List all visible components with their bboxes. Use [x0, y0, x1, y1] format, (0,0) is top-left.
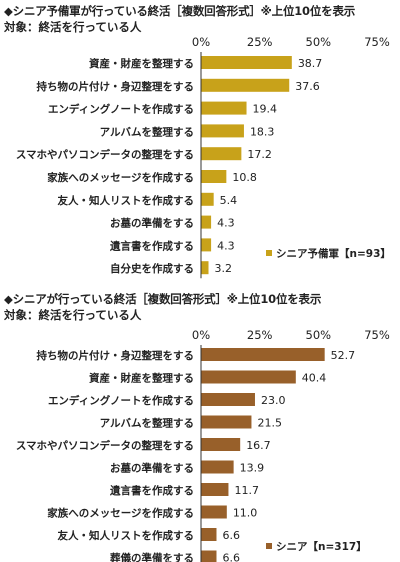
bar — [201, 170, 227, 183]
value-label: 38.7 — [298, 57, 323, 70]
chart-subtitle: 対象：終活を行っている人 — [4, 308, 142, 322]
value-label: 3.2 — [215, 262, 233, 275]
legend-label: シニア【n=317】 — [276, 540, 367, 553]
bar — [201, 460, 234, 474]
category-label: アルバムを整理する — [100, 417, 194, 430]
chart-title: ◆シニアが行っている終活［複数回答形式］※上位10位を表示 — [4, 292, 322, 306]
legend: シニア【n=317】 — [266, 540, 367, 553]
chart-title: ◆シニア予備軍が行っている終活［複数回答形式］※上位10位を表示 — [4, 4, 356, 18]
bar — [201, 56, 292, 69]
bar — [201, 348, 325, 361]
legend-swatch — [266, 543, 272, 549]
x-tick-label: 50% — [306, 35, 332, 49]
value-label: 13.9 — [240, 462, 264, 475]
category-label: 葬儀の準備をする — [109, 552, 194, 562]
category-label: お墓の準備をする — [110, 217, 194, 230]
category-label: 自分史を作成する — [110, 262, 194, 275]
category-label: 持ち物の片付け・身辺整理をする — [37, 349, 195, 362]
value-label: 6.6 — [222, 552, 240, 562]
value-label: 11.7 — [234, 484, 259, 497]
bar — [201, 370, 296, 384]
category-label: エンディングノートを作成する — [48, 394, 194, 407]
chart-panel-senior-reserve: ◆シニア予備軍が行っている終活［複数回答形式］※上位10位を表示 対象：終活を行… — [4, 4, 391, 279]
category-label: 友人・知人リストを作成する — [57, 529, 195, 542]
bar — [201, 438, 241, 451]
bar — [201, 147, 242, 161]
bar — [201, 261, 209, 275]
value-label: 6.6 — [222, 529, 240, 542]
x-tick-label: 0% — [192, 328, 210, 342]
category-label: エンディングノートを作成する — [48, 103, 194, 116]
x-tick-label: 50% — [306, 328, 332, 342]
bar — [201, 393, 255, 406]
category-label: 持ち物の片付け・身辺整理をする — [37, 80, 195, 93]
bar-chart-senior-reserve: 0% 25% 50% 75% 資産・財産を整理する 38.7 持ち物の片付け・身辺整理をする… — [16, 35, 391, 279]
value-label: 21.5 — [257, 417, 282, 430]
bar — [201, 78, 290, 92]
category-label: 遺言書を作成する — [109, 484, 194, 497]
value-label: 11.0 — [233, 507, 258, 520]
category-label: 家族へのメッセージを作成する — [47, 507, 194, 520]
category-label: 遺言書を作成する — [109, 239, 194, 252]
category-label: 資産・財産を整理する — [89, 372, 194, 385]
x-tick-label: 25% — [247, 328, 273, 342]
value-label: 18.3 — [250, 125, 275, 138]
legend: シニア予備軍【n=93】 — [266, 247, 391, 260]
value-label: 4.3 — [217, 217, 235, 230]
value-label: 19.4 — [253, 103, 278, 116]
value-label: 17.2 — [247, 148, 272, 161]
category-label: 資産・財産を整理する — [89, 57, 194, 70]
legend-label: シニア予備軍【n=93】 — [276, 247, 391, 260]
value-label: 10.8 — [232, 171, 257, 184]
bar-chart-senior: 0% 25% 50% 75% 持ち物の片付け・身辺整理をする 52.7 資産・財産を整理する… — [16, 328, 390, 562]
bar — [201, 101, 247, 115]
value-label: 52.7 — [331, 349, 356, 362]
category-label: スマホやパソコンデータの整理をする — [16, 148, 194, 161]
value-label: 4.3 — [217, 239, 235, 252]
value-label: 5.4 — [220, 194, 238, 207]
value-label: 16.7 — [246, 439, 271, 452]
legend-swatch — [266, 250, 272, 256]
x-tick-label: 75% — [364, 35, 390, 49]
bar — [201, 124, 244, 138]
category-label: 家族へのメッセージを作成する — [47, 171, 194, 184]
value-label: 37.6 — [295, 80, 320, 93]
value-label: 23.0 — [261, 394, 286, 407]
bar — [201, 528, 217, 541]
bar — [201, 238, 212, 252]
x-tick-label: 25% — [247, 35, 273, 49]
category-label: アルバムを整理する — [100, 125, 194, 138]
bar — [201, 192, 214, 206]
x-tick-label: 75% — [364, 328, 390, 342]
x-tick-label: 0% — [192, 35, 210, 49]
category-label: スマホやパソコンデータの整理をする — [16, 439, 194, 452]
chart-panel-senior: ◆シニアが行っている終活［複数回答形式］※上位10位を表示 対象：終活を行ってい… — [0, 288, 400, 562]
bar — [201, 215, 212, 229]
bar — [201, 505, 227, 519]
bar — [201, 550, 217, 562]
chart-subtitle: 対象：終活を行っている人 — [4, 20, 142, 34]
category-label: お墓の準備をする — [110, 462, 194, 475]
value-label: 40.4 — [302, 372, 327, 385]
bar — [201, 415, 252, 429]
bar — [201, 483, 229, 496]
category-label: 友人・知人リストを作成する — [57, 194, 195, 207]
